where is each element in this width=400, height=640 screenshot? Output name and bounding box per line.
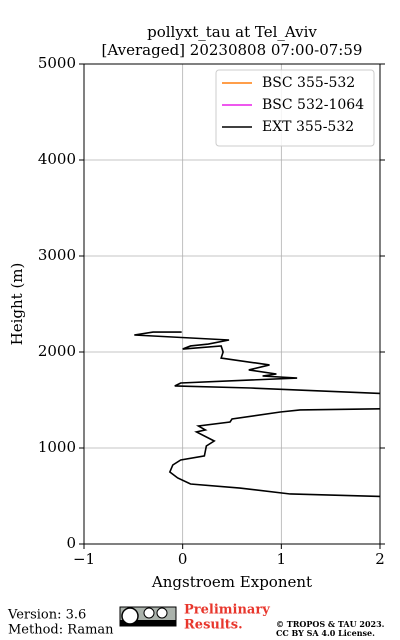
legend-label: EXT 355-532 (262, 119, 354, 135)
y-axis-label: Height (m) (8, 263, 26, 346)
y-tick-label: 2000 (38, 342, 76, 360)
chart-subtitle: [Averaged] 20230808 07:00-07:59 (102, 41, 363, 59)
cc-logo (119, 606, 177, 627)
y-tick-label: 5000 (38, 54, 76, 72)
plot-area (134, 331, 380, 498)
version: Version: 3.6 (7, 608, 86, 623)
x-tick-label: −1 (73, 550, 95, 568)
legend-label: BSC 355-532 (262, 75, 355, 91)
chart-title: pollyxt_tau at Tel_Aviv (147, 23, 317, 41)
x-tick-label: 0 (178, 550, 188, 568)
preliminary-note: Preliminary (184, 603, 270, 618)
license: CC BY SA 4.0 License. (276, 628, 375, 638)
x-tick-label: 1 (277, 550, 287, 568)
axes-frame (83, 63, 381, 545)
y-tick-label: 0 (66, 534, 76, 552)
y-tick-label: 4000 (38, 150, 76, 168)
method: Method: Raman (8, 623, 114, 638)
footer: Version: 3.6 Method: Raman Preliminary R… (7, 603, 385, 639)
license: © TROPOS & TAU 2023. (276, 619, 385, 629)
preliminary-note: Results. (184, 618, 243, 633)
y-tick-label: 3000 (38, 246, 76, 264)
profile-line (134, 331, 380, 498)
legend: BSC 355-532 BSC 532-1064 EXT 355-532 (215, 69, 375, 147)
y-tick-label: 1000 (38, 438, 76, 456)
legend-label: BSC 532-1064 (262, 97, 364, 113)
x-axis-label: Angstroem Exponent (151, 573, 312, 591)
legend-box (215, 69, 375, 147)
x-tick-label: 2 (375, 550, 385, 568)
